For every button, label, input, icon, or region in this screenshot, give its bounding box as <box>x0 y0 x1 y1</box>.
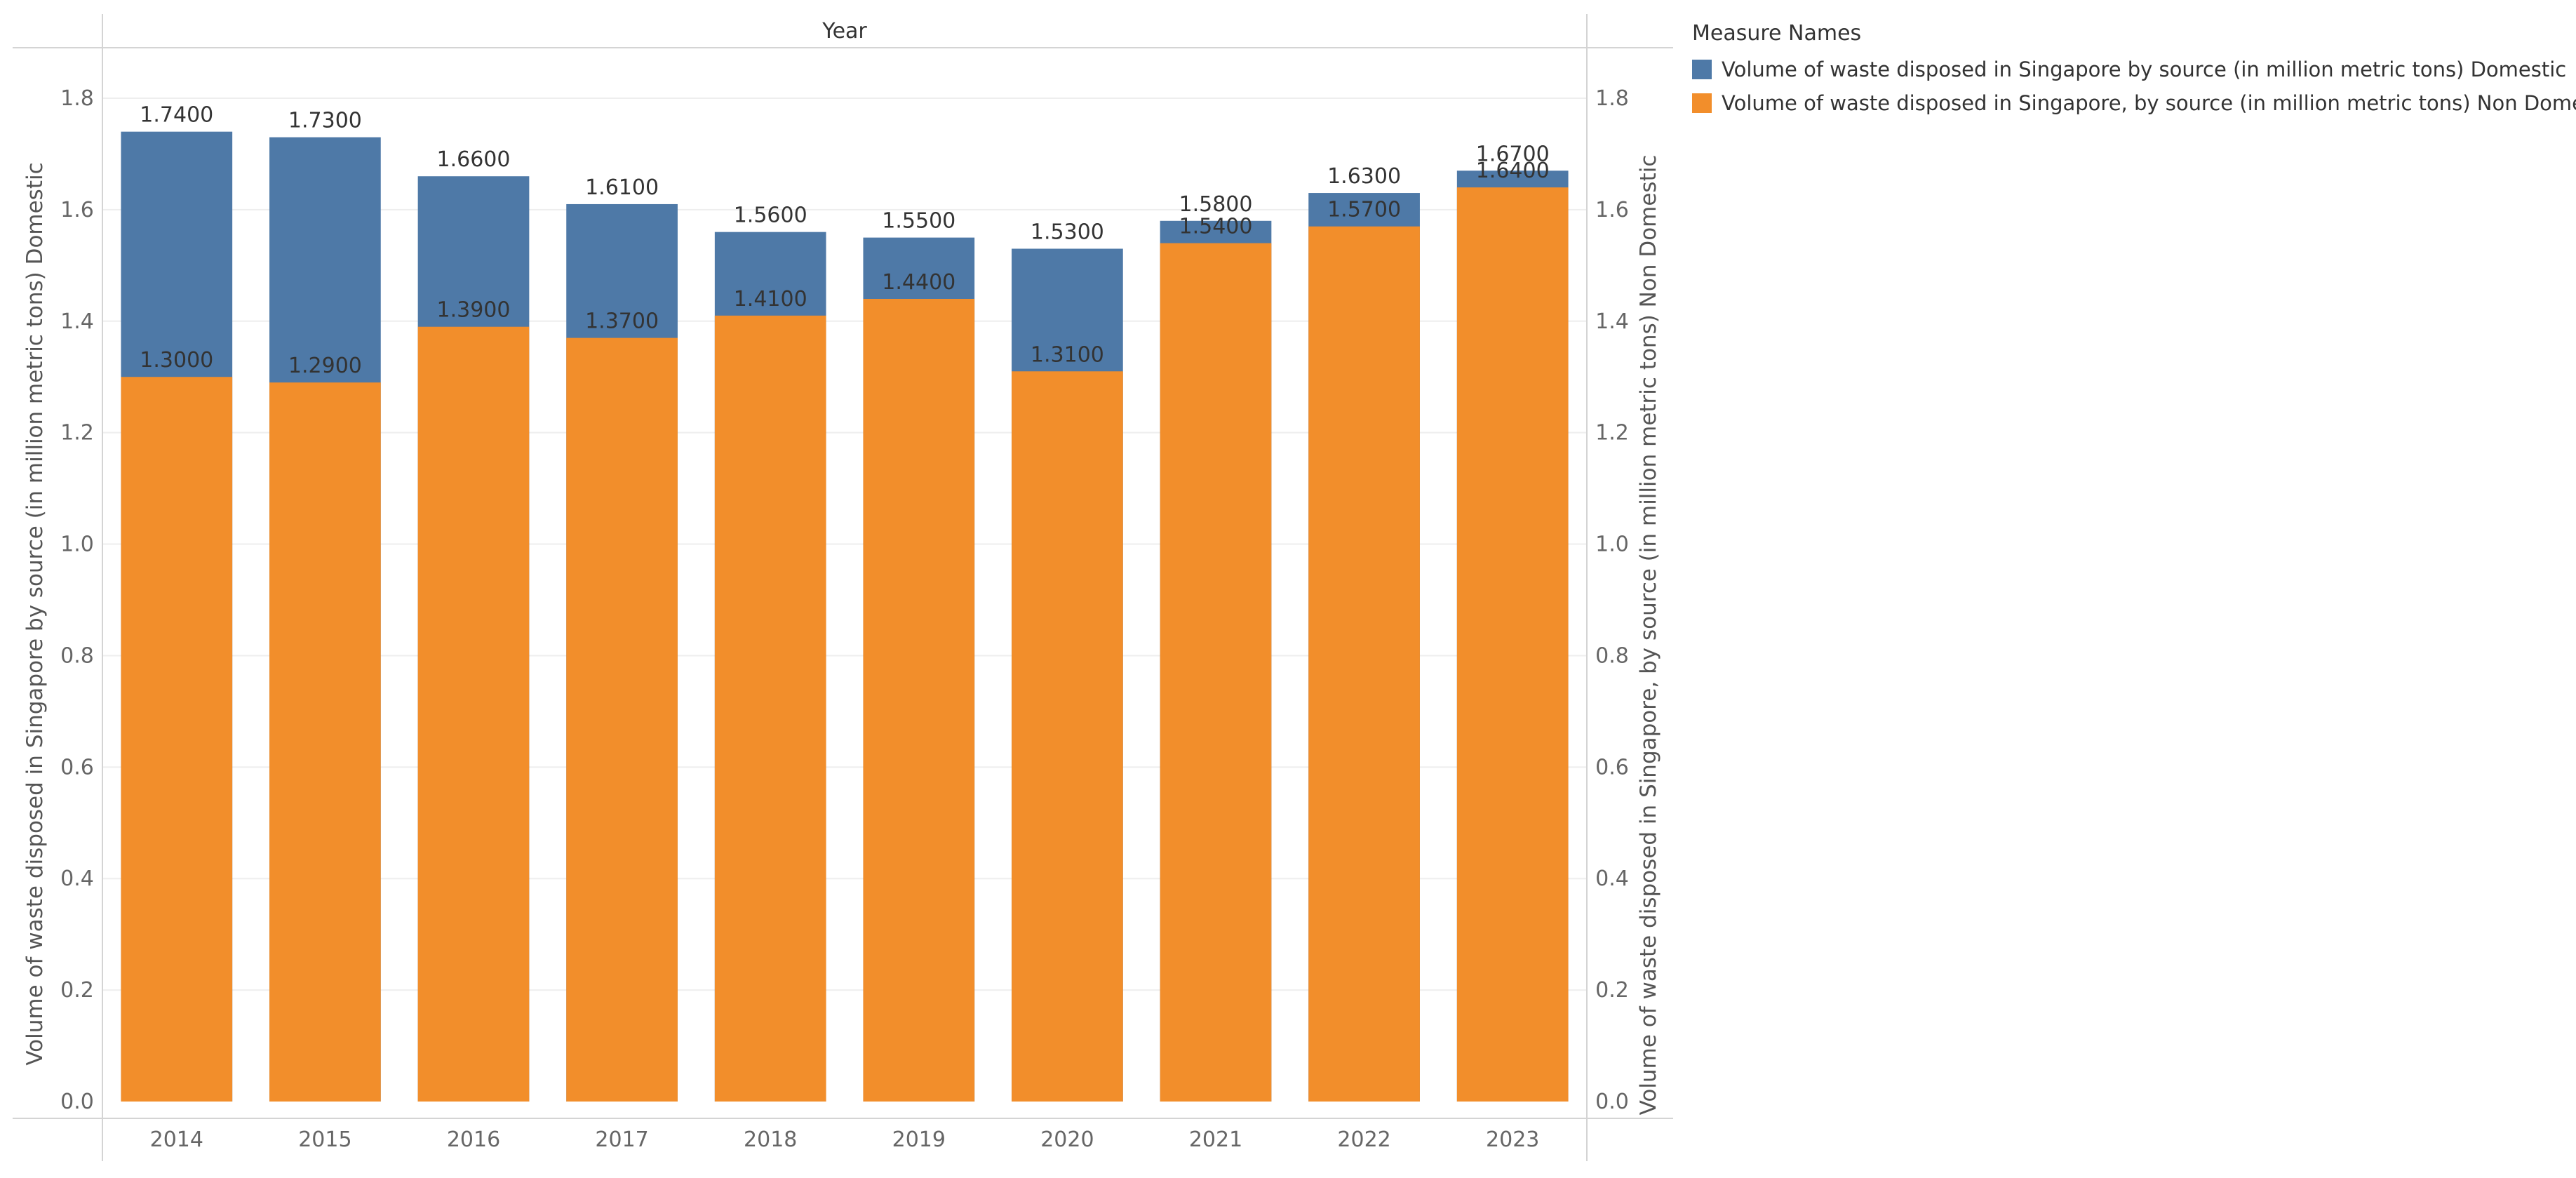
data-label-domestic: 1.6700 <box>1476 142 1550 166</box>
y-axis-title-left: Volume of waste disposed in Singapore by… <box>22 162 48 1065</box>
data-label-domestic: 1.5600 <box>734 203 807 228</box>
y-tick-label-right: 1.0 <box>1595 533 1629 557</box>
x-tick-label: 2014 <box>150 1127 203 1152</box>
y-tick-label-right: 1.8 <box>1595 86 1629 111</box>
y-tick-label-right: 0.2 <box>1595 978 1629 1003</box>
x-tick-label: 2020 <box>1040 1127 1094 1152</box>
data-label-domestic: 1.6100 <box>585 175 659 200</box>
data-label-domestic: 1.5300 <box>1031 220 1104 245</box>
data-label-non-domestic: 1.5400 <box>1179 215 1253 239</box>
data-label-domestic: 1.7300 <box>288 109 362 133</box>
bar-non-domestic-2022[interactable] <box>1308 226 1420 1102</box>
y-tick-label-left: 1.6 <box>60 198 94 222</box>
bar-non-domestic-2016[interactable] <box>417 326 530 1102</box>
bar-non-domestic-2020[interactable] <box>1012 371 1123 1102</box>
data-labels: 1.7400 1.3000 1.7300 1.2900 1.6600 1.3900 1.61… <box>140 103 1549 379</box>
data-label-non-domestic: 1.3900 <box>437 298 511 323</box>
y-tick-label-left: 1.4 <box>60 309 94 334</box>
bar-non-domestic-2018[interactable] <box>714 315 826 1102</box>
y-tick-label-left: 0.4 <box>60 866 94 891</box>
axes: Year Volume of waste disposed in Singapo… <box>22 19 1661 1152</box>
y-tick-label-left: 0.2 <box>60 978 94 1003</box>
bar-non-domestic-2014[interactable] <box>121 377 233 1102</box>
legend-item-non-domestic[interactable]: Volume of waste disposed in Singapore, b… <box>1692 86 2576 120</box>
y-tick-label-left: 0.0 <box>60 1090 94 1114</box>
y-tick-label-right: 0.4 <box>1595 866 1629 891</box>
y-tick-label-left: 1.2 <box>60 421 94 446</box>
y-tick-label-left: 0.6 <box>60 755 94 779</box>
data-label-non-domestic: 1.6400 <box>1476 159 1550 183</box>
legend-label-domestic: Volume of waste disposed in Singapore by… <box>1722 58 2567 81</box>
bar-non-domestic-2021[interactable] <box>1160 243 1272 1102</box>
y-tick-label-right: 1.6 <box>1595 198 1629 222</box>
x-tick-label: 2023 <box>1486 1127 1539 1152</box>
y-tick-label-right: 1.4 <box>1595 309 1629 334</box>
legend-item-domestic[interactable]: Volume of waste disposed in Singapore by… <box>1692 53 2569 86</box>
x-tick-label: 2021 <box>1189 1127 1242 1152</box>
data-label-non-domestic: 1.3100 <box>1031 342 1104 367</box>
y-tick-label-right: 1.2 <box>1595 421 1629 446</box>
bars <box>121 131 1569 1102</box>
legend-swatch-non-domestic <box>1692 93 1712 113</box>
chart-frame <box>13 14 1673 1161</box>
y-tick-label-left: 1.0 <box>60 533 94 557</box>
y-tick-label-left: 0.8 <box>60 643 94 668</box>
bar-non-domestic-2019[interactable] <box>863 299 975 1102</box>
data-label-non-domestic: 1.2900 <box>288 354 362 378</box>
y-tick-label-right: 0.6 <box>1595 755 1629 779</box>
data-label-non-domestic: 1.3700 <box>585 309 659 334</box>
x-tick-label: 2016 <box>447 1127 500 1152</box>
data-label-non-domestic: 1.3000 <box>140 348 213 373</box>
data-label-domestic: 1.6600 <box>437 147 511 172</box>
legend: Measure Names Volume of waste disposed i… <box>1692 21 2576 120</box>
data-label-non-domestic: 1.4400 <box>882 270 955 295</box>
bar-non-domestic-2017[interactable] <box>566 337 678 1102</box>
data-label-domestic: 1.5800 <box>1179 192 1253 217</box>
y-tick-label-left: 1.8 <box>60 86 94 111</box>
y-tick-label-right: 0.0 <box>1595 1090 1629 1114</box>
y-tick-label-right: 0.8 <box>1595 643 1629 668</box>
x-tick-label: 2017 <box>595 1127 648 1152</box>
legend-label-non-domestic: Volume of waste disposed in Singapore, b… <box>1722 91 2576 115</box>
x-tick-label: 2019 <box>892 1127 946 1152</box>
legend-swatch-domestic <box>1692 60 1712 79</box>
data-label-domestic: 1.6300 <box>1327 164 1401 189</box>
x-tick-label: 2018 <box>744 1127 797 1152</box>
data-label-domestic: 1.5500 <box>882 209 955 234</box>
data-label-non-domestic: 1.5700 <box>1327 198 1401 222</box>
bar-non-domestic-2023[interactable] <box>1456 187 1569 1102</box>
x-tick-label: 2022 <box>1337 1127 1390 1152</box>
bar-non-domestic-2015[interactable] <box>269 382 381 1102</box>
x-tick-label: 2015 <box>298 1127 351 1152</box>
y-axis-title-right: Volume of waste disposed in Singapore, b… <box>1636 155 1661 1116</box>
data-label-domestic: 1.7400 <box>140 103 213 128</box>
legend-title: Measure Names <box>1692 21 1862 46</box>
data-label-non-domestic: 1.4100 <box>734 287 807 312</box>
column-header-year: Year <box>821 19 867 43</box>
